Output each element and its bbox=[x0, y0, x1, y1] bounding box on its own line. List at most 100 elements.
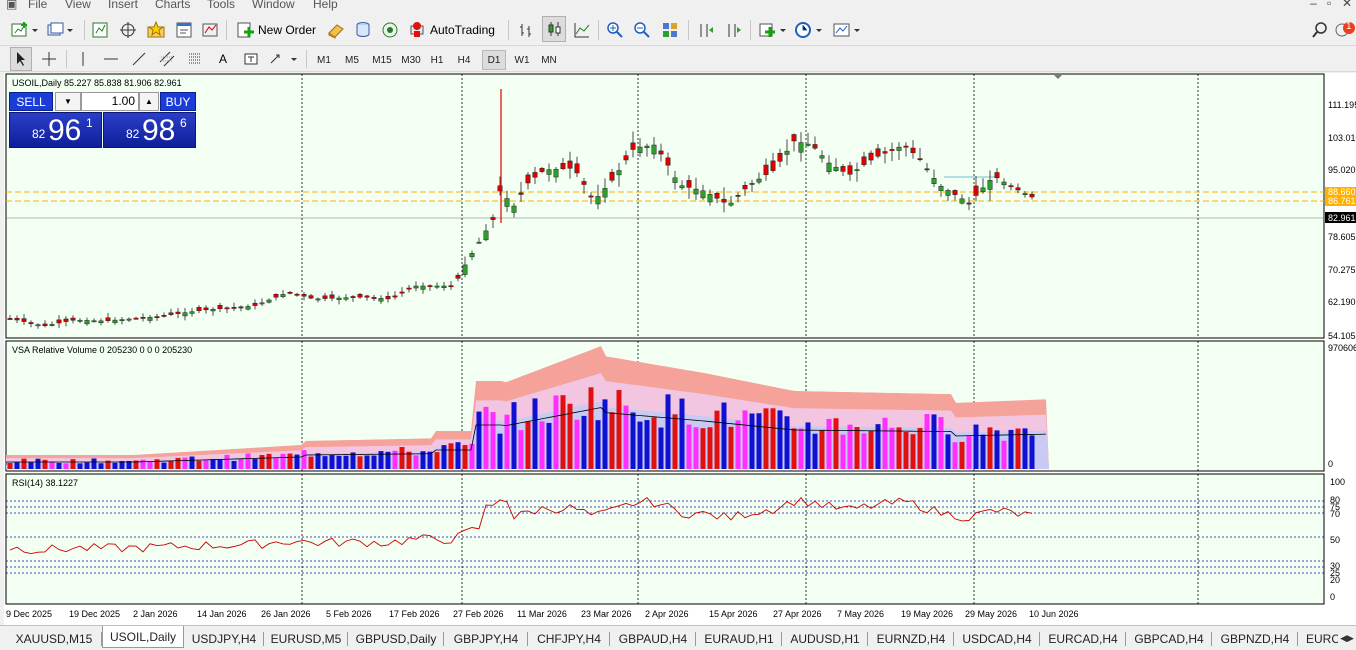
minimize-icon[interactable]: – bbox=[1310, 0, 1317, 10]
vertical-line-button[interactable] bbox=[72, 47, 94, 71]
chart-tab[interactable]: EURCAD,H4 bbox=[1048, 631, 1118, 646]
new-order-button[interactable]: New Order bbox=[236, 18, 316, 42]
timeframe-m5[interactable]: M5 bbox=[345, 54, 359, 66]
menu-icon[interactable]: ▣ bbox=[6, 0, 18, 11]
horizontal-line-button[interactable] bbox=[100, 47, 122, 71]
chart-window[interactable]: USOIL,Daily 85.227 85.838 81.906 82.961 … bbox=[4, 73, 1356, 625]
timeframe-m15[interactable]: M15 bbox=[372, 54, 392, 66]
chart-tab[interactable]: USDJPY,H4 bbox=[191, 631, 257, 646]
candle-body bbox=[833, 166, 839, 172]
terminal-button[interactable] bbox=[174, 18, 194, 42]
menu-bar: ▣ File View Insert Charts Tools Window H… bbox=[0, 0, 1356, 14]
timeframe-w1[interactable]: W1 bbox=[514, 54, 530, 66]
tile-windows-button[interactable] bbox=[660, 18, 680, 42]
autoscroll-button[interactable] bbox=[724, 18, 744, 42]
market-watch-button[interactable] bbox=[90, 18, 110, 42]
timeframe-h1[interactable]: H1 bbox=[430, 54, 444, 66]
new-chart-button[interactable] bbox=[10, 18, 38, 42]
zoom-out-button[interactable] bbox=[632, 18, 652, 42]
indicators-button[interactable] bbox=[758, 18, 788, 42]
candlestick-chart-button[interactable] bbox=[542, 16, 566, 42]
bar-chart-button[interactable] bbox=[516, 18, 536, 42]
buy-button[interactable]: BUY bbox=[160, 92, 196, 111]
current-price-tag bbox=[1325, 212, 1356, 223]
volume-bar bbox=[770, 408, 776, 469]
chart-tab[interactable]: EURC bbox=[1305, 631, 1340, 646]
equidistant-channel-button[interactable] bbox=[156, 47, 178, 71]
chart-tab[interactable]: GBPAUD,H4 bbox=[618, 631, 688, 646]
chart-tab[interactable]: EURNZD,H4 bbox=[876, 631, 946, 646]
volume-bar bbox=[910, 434, 916, 469]
menu-window[interactable]: Window bbox=[252, 0, 295, 11]
menu-insert[interactable]: Insert bbox=[108, 0, 139, 11]
text-a-icon: A bbox=[218, 52, 227, 66]
chart-tab[interactable]: USDCAD,H4 bbox=[962, 631, 1032, 646]
chart-tab[interactable]: EURUSD,M5 bbox=[270, 631, 342, 646]
timeframe-d1[interactable]: D1 bbox=[482, 50, 506, 70]
volume-bar bbox=[28, 462, 34, 469]
sell-price-prefix: 82 bbox=[32, 127, 46, 141]
chart-shift-button[interactable] bbox=[696, 18, 716, 42]
lot-decrease-button[interactable]: ▼ bbox=[55, 92, 81, 111]
cursor-button[interactable] bbox=[10, 47, 32, 71]
metaeditor-button[interactable] bbox=[326, 18, 346, 42]
chart-tab[interactable]: USOIL,Daily bbox=[102, 626, 184, 648]
chart-tab[interactable]: EURAUD,H1 bbox=[704, 631, 774, 646]
chart-shift-marker[interactable] bbox=[1054, 75, 1062, 79]
signals-button[interactable] bbox=[353, 18, 373, 42]
chart-canvas[interactable]: USOIL,Daily 85.227 85.838 81.906 82.961 … bbox=[4, 73, 1356, 625]
candle-body bbox=[49, 324, 55, 326]
crosshair-navigator-icon bbox=[120, 22, 136, 38]
text-label-button[interactable] bbox=[240, 47, 262, 71]
chart-tab[interactable]: GBPNZD,H4 bbox=[1220, 631, 1290, 646]
favorites-button[interactable] bbox=[146, 18, 166, 42]
tab-scroll-arrows-icon[interactable]: ◀▶ bbox=[1338, 628, 1356, 649]
lot-increase-button[interactable]: ▲ bbox=[139, 92, 159, 111]
timeframe-m1[interactable]: M1 bbox=[317, 54, 331, 66]
tab-divider bbox=[1211, 632, 1212, 646]
price-pane[interactable] bbox=[5, 73, 1325, 339]
crosshair-button[interactable] bbox=[38, 47, 60, 71]
rsi-pane[interactable] bbox=[5, 473, 1325, 605]
strategy-tester-button[interactable] bbox=[200, 18, 220, 42]
zoom-in-button[interactable] bbox=[605, 18, 625, 42]
market-button[interactable] bbox=[380, 18, 400, 42]
timeframe-h4[interactable]: H4 bbox=[457, 54, 471, 66]
notifications-button[interactable]: 1 bbox=[1334, 18, 1356, 42]
autotrading-button[interactable]: AutoTrading bbox=[408, 18, 495, 42]
sell-button[interactable]: SELL bbox=[9, 92, 53, 111]
restore-icon[interactable]: ▫ bbox=[1327, 0, 1332, 10]
cursor-icon bbox=[17, 52, 25, 66]
menu-help[interactable]: Help bbox=[313, 0, 338, 11]
line-chart-button[interactable] bbox=[572, 18, 592, 42]
rsi-axis-0: 0 bbox=[1330, 592, 1335, 602]
timeframe-mn[interactable]: MN bbox=[541, 54, 557, 66]
timeframe-m30[interactable]: M30 bbox=[401, 54, 421, 66]
arrows-button[interactable] bbox=[268, 47, 300, 71]
chart-tab[interactable]: XAUUSD,M15 bbox=[15, 631, 93, 646]
sell-price-button[interactable]: 82 96 1 bbox=[9, 112, 102, 148]
candle-body bbox=[231, 307, 237, 309]
lot-size-input[interactable]: 1.00 bbox=[81, 92, 139, 111]
periods-button[interactable] bbox=[794, 18, 824, 42]
candle-body bbox=[917, 158, 923, 161]
menu-tools[interactable]: Tools bbox=[207, 0, 236, 11]
chart-tab[interactable]: AUDUSD,H1 bbox=[790, 631, 860, 646]
chart-tab[interactable]: CHFJPY,H4 bbox=[537, 631, 601, 646]
menu-charts[interactable]: Charts bbox=[155, 0, 191, 11]
chat-icon bbox=[1335, 22, 1355, 37]
text-button[interactable]: A bbox=[212, 47, 234, 71]
templates-button[interactable] bbox=[832, 18, 862, 42]
buy-price-button[interactable]: 82 98 6 bbox=[103, 112, 196, 148]
fibonacci-button[interactable] bbox=[184, 47, 206, 71]
navigator-button[interactable] bbox=[118, 18, 138, 42]
menu-file[interactable]: File bbox=[28, 0, 48, 11]
close-icon[interactable]: ✕ bbox=[1342, 0, 1353, 10]
profiles-button[interactable] bbox=[46, 18, 74, 42]
search-button[interactable] bbox=[1310, 18, 1330, 42]
chart-tab[interactable]: GBPUSD,Daily bbox=[355, 631, 437, 646]
menu-view[interactable]: View bbox=[65, 0, 91, 11]
chart-tab[interactable]: GBPCAD,H4 bbox=[1134, 631, 1204, 646]
chart-tab[interactable]: GBPJPY,H4 bbox=[453, 631, 519, 646]
trendline-button[interactable] bbox=[128, 47, 150, 71]
